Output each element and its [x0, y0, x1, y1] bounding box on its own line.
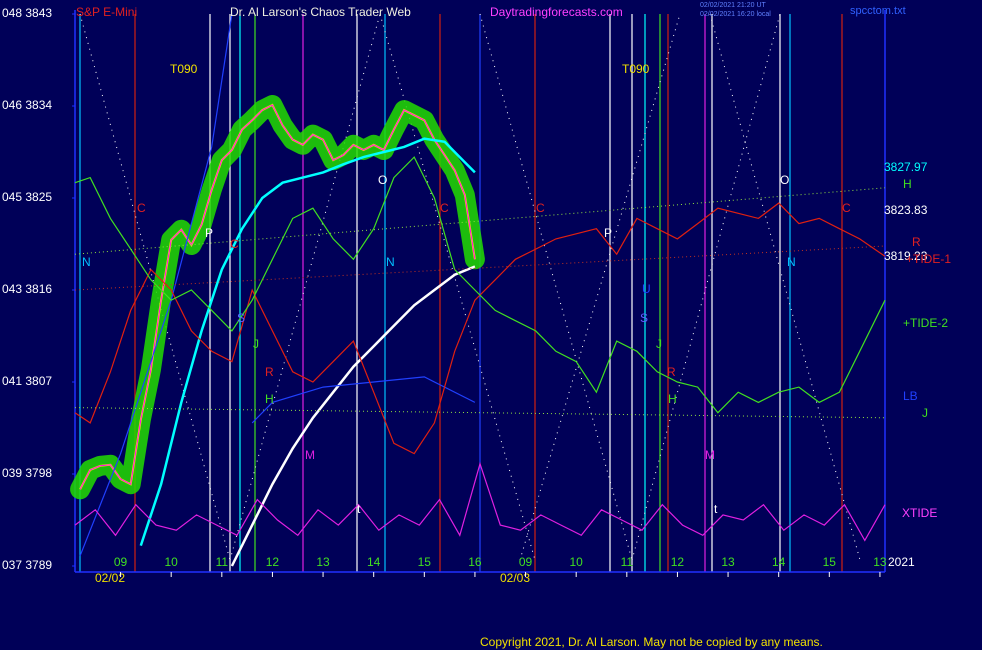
annotation: LB	[903, 389, 918, 403]
y-tick-label: 045 3825	[2, 190, 52, 204]
annotations: T090 T090 C C C C C N N N O O P P S S J …	[82, 62, 951, 520]
annotation: R	[912, 235, 921, 249]
x-tick-label: 09	[519, 555, 533, 569]
y-tick-label: 048 3843	[2, 6, 52, 20]
chart-title: Dr. Al Larson's Chaos Trader Web	[230, 5, 411, 19]
annotation: O	[378, 173, 387, 187]
copyright: Copyright 2021, Dr. Al Larson. May not b…	[480, 635, 823, 649]
annotation: R	[667, 365, 676, 379]
x-tick-label: 14	[367, 555, 381, 569]
annotation: S	[237, 311, 245, 325]
annotation: R	[265, 365, 274, 379]
x-tick-label: 11	[621, 555, 634, 569]
x-tick-label: 10	[570, 555, 584, 569]
annotation: 3827.97	[884, 160, 928, 174]
guide	[631, 13, 781, 561]
annotation: J	[656, 337, 662, 351]
price-line	[79, 104, 476, 490]
annotation: M	[305, 448, 315, 462]
x-tick-label: 15	[418, 555, 432, 569]
annotation: +TIDE-1	[906, 252, 951, 266]
series-line	[74, 156, 886, 414]
annotation: XTIDE	[902, 506, 937, 520]
annotation: J	[253, 337, 259, 351]
date-label: 02/02	[95, 571, 125, 585]
x-tick-label: 12	[266, 555, 280, 569]
x-tick-label: 13	[316, 555, 330, 569]
annotation: S	[640, 311, 648, 325]
plot	[70, 13, 886, 567]
annotation: T090	[170, 62, 198, 76]
y-tick-label: 043 3816	[2, 282, 52, 296]
y-tick-label: 046 3834	[2, 98, 52, 112]
date-label: 02/03	[500, 571, 530, 585]
annotation: C	[137, 201, 146, 215]
website: Daytradingforecasts.com	[490, 5, 623, 19]
series-line	[74, 202, 886, 455]
annotation: N	[787, 255, 796, 269]
guide	[519, 13, 681, 561]
timestamp: 02/02/2021 16:20 local	[700, 11, 771, 18]
x-tick-label: 15	[823, 555, 837, 569]
annotation: M	[705, 448, 715, 462]
x-tick-label: 16	[468, 555, 482, 569]
annotation: T090	[622, 62, 650, 76]
x-tick-label: 14	[772, 555, 786, 569]
annotation: J	[922, 406, 928, 420]
annotation: +TIDE-2	[903, 316, 948, 330]
annotation: H	[668, 392, 677, 406]
y-tick-label: 037 3789	[2, 558, 52, 572]
year: 2021	[888, 555, 915, 569]
annotation: H	[903, 177, 912, 191]
annotation: O	[780, 173, 789, 187]
annotation: C	[440, 201, 449, 215]
timestamp: 02/02/2021 21:20 UT	[700, 2, 766, 9]
annotation: 3823.83	[884, 203, 928, 217]
x-tick-label: 11	[216, 555, 229, 569]
annotation: P	[205, 226, 213, 240]
annotation: t	[357, 502, 361, 516]
annotation: C	[230, 237, 239, 251]
file-name: spcctom.txt	[850, 5, 906, 17]
y-tick-label: 041 3807	[2, 374, 52, 388]
x-tick-label: 10	[165, 555, 179, 569]
y-tick-label: 039 3798	[2, 466, 52, 480]
x-tick-label: 09	[114, 555, 128, 569]
x-tick-label: 13	[873, 555, 887, 569]
annotation: C	[842, 201, 851, 215]
annotation: P	[604, 226, 612, 240]
series-line	[139, 137, 476, 546]
series-line	[74, 461, 886, 542]
x-tick-label: 13	[721, 555, 735, 569]
annotation: U	[642, 282, 651, 296]
annotation: C	[536, 201, 545, 215]
x-tick-label: 12	[671, 555, 685, 569]
annotation: N	[386, 255, 395, 269]
annotation: 3819.23	[884, 249, 928, 263]
symbol: S&P E-Mini	[76, 5, 137, 19]
annotation: H	[265, 392, 274, 406]
series-line	[230, 265, 476, 567]
dotted-guides	[79, 13, 861, 561]
annotation: N	[82, 255, 91, 269]
annotation: t	[714, 502, 718, 516]
